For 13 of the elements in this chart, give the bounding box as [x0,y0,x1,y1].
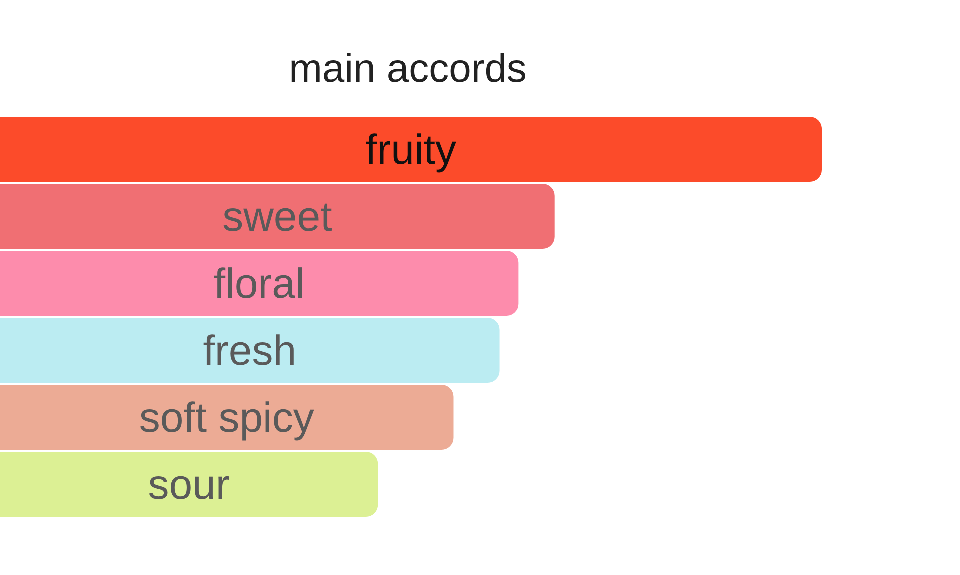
y-tick-label: fresh [203,327,297,374]
y-tick-label: soft spicy [139,394,314,442]
y-tick-label: fruity [365,126,457,173]
bar [0,318,500,383]
bar [0,452,378,517]
y-tick-label: floral [214,260,305,307]
bar [0,251,519,316]
bar [0,385,454,450]
y-tick-label: sweet [222,192,333,240]
chart-title: main accords [289,47,527,91]
bar [0,117,822,182]
y-tick-label: sour [148,461,230,508]
bar [0,184,555,249]
